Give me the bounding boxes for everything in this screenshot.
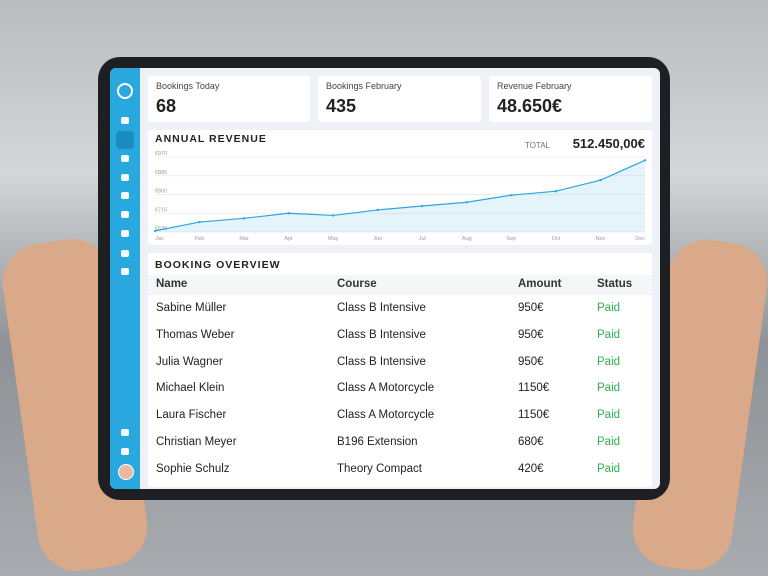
table-cell: 950€ [518,355,544,368]
table-cell: Class A Motorcycle [337,382,435,395]
table-cell: 680€ [518,436,544,448]
point [465,201,469,204]
table-title: BOOKING OVERVIEW [155,259,281,271]
y-tick-label: €970 [155,151,167,157]
x-tick-label: Apr [284,236,293,242]
x-tick-label: Oct [552,236,561,242]
table-cell: Class A Motorcycle [337,409,435,422]
chart-card: ANNUAL REVENUE TOTAL 512.450,00€ €630 €71… [148,130,652,245]
table-cell: Paid [597,302,621,314]
table-cell: Thomas Weber [156,328,235,341]
table-cell: B196 Extension [337,436,418,448]
table-cell: Theory Compact [337,462,423,475]
y-tick-label: €715 [155,207,167,213]
card-icon[interactable] [121,174,129,181]
area [155,160,645,232]
column-header: Course [337,278,377,290]
x-tick-label: Dec [635,236,645,242]
table-cell: Class B Intensive [337,328,426,341]
home-icon[interactable] [116,131,134,149]
card-label: Bookings February [326,81,402,91]
table-cell: Sabine Müller [156,302,227,314]
table-cell: Class B Intensive [337,355,426,368]
x-tick-label: May [328,236,339,242]
column-header: Amount [518,278,562,290]
tag-icon[interactable] [121,268,129,275]
card-value: 48.650€ [497,96,563,116]
line [154,159,646,232]
card-value: 435 [326,96,357,116]
table-cell: 420€ [518,462,544,475]
x-tick-label: Aug [462,236,472,242]
user-icon[interactable] [121,155,129,162]
point [510,193,513,197]
table-card: BOOKING OVERVIEW Name Course Amount Status S… [148,253,652,487]
table-cell: 1150€ [518,382,550,395]
bank-icon[interactable] [121,250,129,257]
doc-icon[interactable] [121,211,129,218]
y-tick-label: €885 [155,170,167,176]
stat-card: Bookings Today 68 [148,76,310,122]
chart: ANNUAL REVENUE TOTAL 512.450,00€ €630 €71… [153,133,647,242]
x-tick-label: Sep [506,236,516,242]
table-cell: Paid [597,382,621,395]
total-label: TOTAL [525,141,551,150]
point [376,208,379,212]
table-cell: Christian Meyer [156,436,237,448]
sidebar [110,68,140,489]
x-tick-label: Nov [596,236,606,242]
table-cell: Class B Intensive [337,302,426,314]
stat-card: Bookings February 435 [318,76,481,122]
mail-icon[interactable] [121,192,129,199]
point [421,204,424,208]
table-cell: Laura Fischer [156,409,227,422]
car-icon[interactable] [121,230,129,237]
column-header: Status [597,278,633,290]
table-header-bg [148,275,652,295]
table-cell: Paid [597,328,621,341]
point [242,217,246,220]
y-tick-label: €800 [155,189,167,195]
card-value: 68 [156,96,177,116]
x-tick-label: Jun [373,236,382,242]
card-label: Revenue February [497,81,572,91]
logo[interactable] [117,83,133,99]
table-cell: Paid [597,462,621,475]
settings-icon[interactable] [121,429,129,436]
stat-card: Revenue February 48.650€ [489,76,652,122]
point [287,212,290,215]
table-cell: Sophie Schulz [156,462,230,475]
table-cell: 1150€ [518,409,550,422]
table-cell: Michael Klein [156,382,225,395]
point [331,214,335,217]
avatar[interactable] [118,464,134,480]
table-cell: 950€ [518,328,544,341]
x-tick-label: Jan [155,236,164,242]
x-tick-label: Jul [419,236,426,242]
table-cell: Paid [597,436,621,448]
point [153,229,157,233]
x-tick-label: Feb [195,236,204,242]
table-cell: 950€ [518,302,544,314]
table-cell: Paid [597,409,621,422]
screen: Bookings Today 68 Bookings February 435 … [110,68,660,489]
x-tick-label: Mar [239,236,249,242]
column-header: Name [156,278,188,290]
table-cell: Paid [597,355,621,368]
point [599,178,602,182]
point [198,220,201,224]
table-cell: Julia Wagner [156,355,223,368]
search-icon[interactable] [121,117,129,124]
total-value: 512.450,00€ [573,136,645,151]
chart-title: ANNUAL REVENUE [155,133,267,145]
y-tick-label: €630 [155,226,167,232]
point [643,159,647,162]
card-label: Bookings Today [156,81,220,91]
point [554,189,558,193]
help-icon[interactable] [121,448,129,455]
